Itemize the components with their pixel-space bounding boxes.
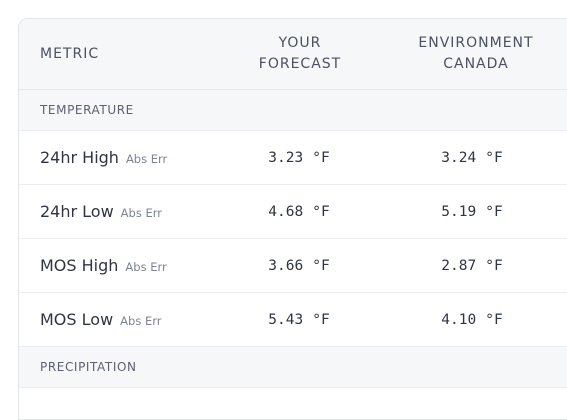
environment-canada-value: 2.87 °F bbox=[412, 258, 532, 274]
metric-name: 24hr High bbox=[40, 148, 119, 167]
your-forecast-value: 3.66 °F bbox=[239, 258, 359, 274]
value-number: 5.19 bbox=[441, 203, 477, 220]
metric-tag: Abs Err bbox=[125, 152, 168, 166]
value-unit: °F bbox=[312, 257, 330, 274]
section-temperature: TEMPERATURE bbox=[19, 90, 567, 131]
value-unit: °F bbox=[485, 311, 503, 328]
header-environment-canada: ENVIRONMENT CANADA bbox=[402, 33, 550, 75]
header-metric: METRIC bbox=[40, 45, 100, 62]
metric-tag: Abs Err bbox=[125, 260, 167, 274]
table-row: MOS Low Abs Err 5.43 °F 4.10 °F bbox=[19, 293, 567, 347]
metric-name: MOS High bbox=[40, 256, 119, 275]
header-your-forecast: YOUR FORECAST bbox=[221, 33, 379, 75]
header-environment-canada-line1: ENVIRONMENT bbox=[418, 35, 534, 51]
metric-tag: Abs Err bbox=[120, 314, 162, 328]
value-number: 3.24 bbox=[441, 149, 477, 166]
value-number: 4.10 bbox=[441, 311, 477, 328]
table-row: MOS High Abs Err 3.66 °F 2.87 °F bbox=[19, 239, 567, 293]
header-your-forecast-line1: YOUR bbox=[278, 35, 322, 51]
metric-cell: MOS Low Abs Err bbox=[19, 310, 239, 329]
table-row: 24hr High Abs Err 3.23 °F 3.24 °F bbox=[19, 131, 567, 185]
environment-canada-value: 4.10 °F bbox=[412, 312, 532, 328]
value-number: 3.66 bbox=[268, 257, 304, 274]
header-your-forecast-line2: FORECAST bbox=[258, 56, 342, 72]
section-precipitation: PRECIPITATION bbox=[19, 347, 567, 388]
environment-canada-value: 3.24 °F bbox=[412, 150, 532, 166]
your-forecast-value: 3.23 °F bbox=[239, 150, 359, 166]
metrics-table: METRIC YOUR FORECAST ENVIRONMENT CANADA … bbox=[18, 18, 567, 420]
value-unit: °F bbox=[485, 149, 503, 166]
table-row: 24hr Low Abs Err 4.68 °F 5.19 °F bbox=[19, 185, 567, 239]
value-unit: °F bbox=[485, 257, 503, 274]
environment-canada-value: 5.19 °F bbox=[412, 204, 532, 220]
your-forecast-value: 5.43 °F bbox=[239, 312, 359, 328]
value-number: 3.23 bbox=[268, 149, 304, 166]
value-unit: °F bbox=[312, 203, 330, 220]
table-header: METRIC YOUR FORECAST ENVIRONMENT CANADA bbox=[19, 19, 567, 90]
metric-cell: 24hr High Abs Err bbox=[19, 148, 239, 167]
metric-name: 24hr Low bbox=[40, 202, 114, 221]
metric-name: MOS Low bbox=[40, 310, 114, 329]
value-number: 4.68 bbox=[268, 203, 304, 220]
value-unit: °F bbox=[312, 311, 330, 328]
metric-cell: 24hr Low Abs Err bbox=[19, 202, 239, 221]
header-environment-canada-line2: CANADA bbox=[443, 56, 509, 72]
metric-tag: Abs Err bbox=[120, 206, 163, 220]
value-number: 2.87 bbox=[441, 257, 477, 274]
value-unit: °F bbox=[312, 149, 330, 166]
your-forecast-value: 4.68 °F bbox=[239, 204, 359, 220]
value-unit: °F bbox=[485, 203, 503, 220]
value-number: 5.43 bbox=[268, 311, 304, 328]
metric-cell: MOS High Abs Err bbox=[19, 256, 239, 275]
